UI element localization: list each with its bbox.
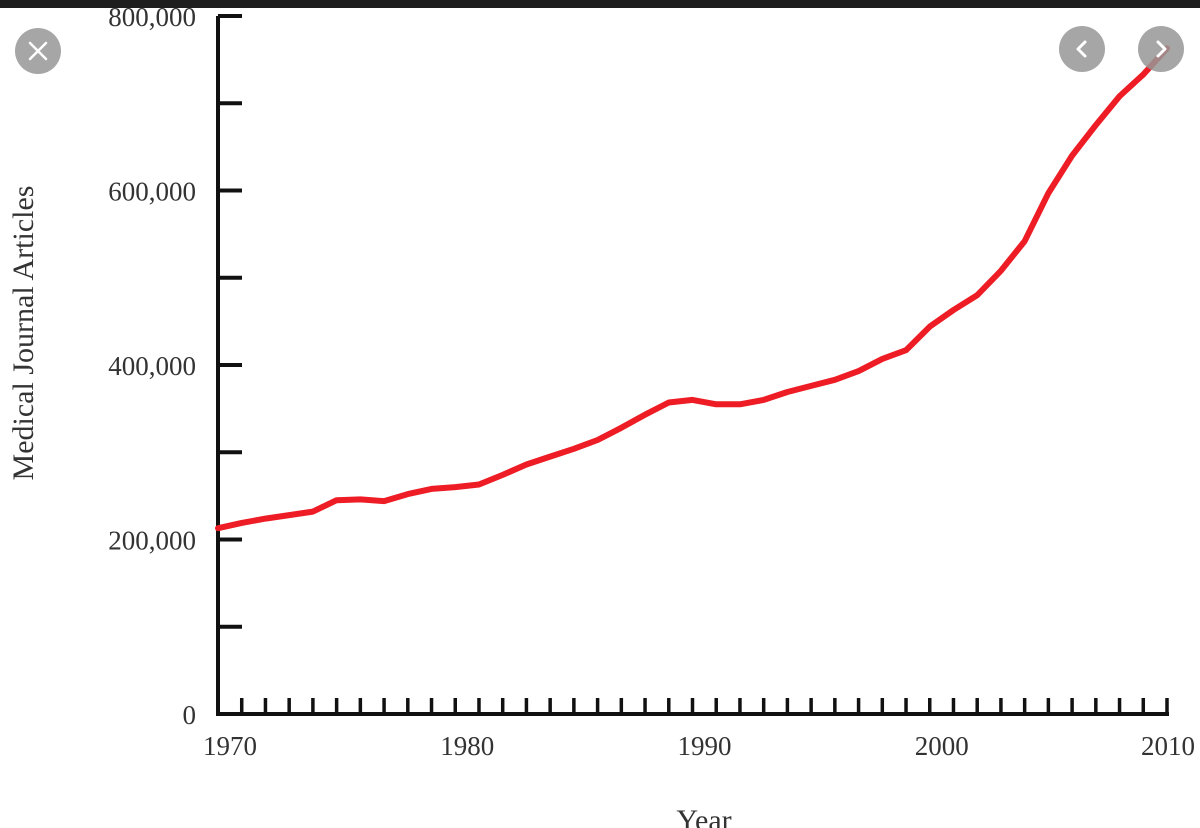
close-icon (28, 41, 48, 61)
next-image-button[interactable] (1138, 26, 1184, 72)
y-tick-label: 400,000 (108, 351, 196, 381)
chevron-left-icon (1076, 40, 1087, 58)
x-axis-ticks (216, 698, 1169, 714)
close-button[interactable] (15, 28, 61, 74)
x-tick-label: 1980 (440, 731, 494, 761)
y-tick-label: 600,000 (108, 177, 196, 207)
x-tick-label: 1990 (678, 731, 732, 761)
y-axis-label: Medical Journal Articles (7, 186, 40, 481)
previous-image-button[interactable] (1059, 26, 1105, 72)
image-viewer-frame: 0 200,000 400,000 600,000 800,000 1970 1980 19… (0, 8, 1200, 828)
y-tick-label: 800,000 (108, 8, 196, 32)
y-axis-ticks (218, 14, 242, 629)
x-axis-label: Year (676, 804, 731, 828)
x-tick-label: 2000 (915, 731, 969, 761)
y-axis-tick-labels: 0 200,000 400,000 600,000 800,000 (108, 8, 196, 730)
x-tick-label: 2010 (1141, 731, 1195, 761)
series-line-articles (215, 45, 1170, 532)
y-tick-label: 200,000 (108, 526, 196, 556)
chevron-right-icon (1156, 40, 1167, 58)
x-axis-tick-labels: 1970 1980 1990 2000 2010 (203, 731, 1195, 761)
y-tick-label: 0 (183, 700, 197, 730)
x-tick-label: 1970 (203, 731, 257, 761)
